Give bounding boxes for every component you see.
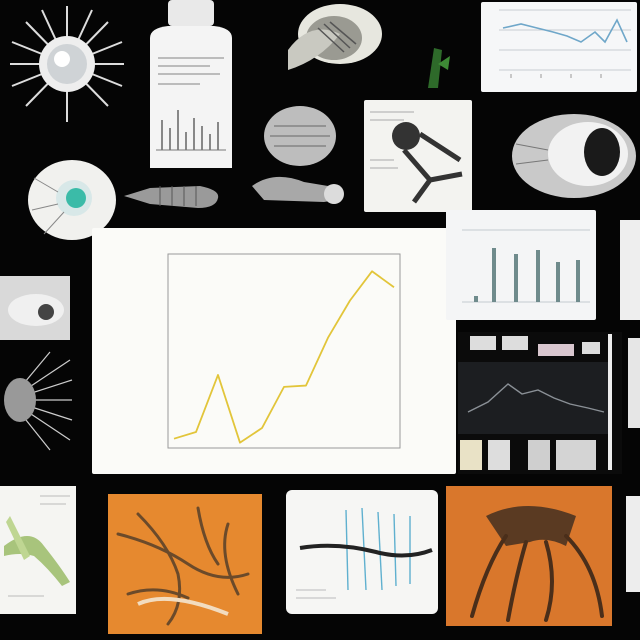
cell-specimen-illustration [14, 148, 120, 248]
edge-card-right [620, 220, 640, 320]
main-chart-plot [167, 253, 401, 449]
series-line [173, 270, 395, 444]
top-right-line-chart [481, 2, 637, 92]
specimen-bottle-illustration [140, 0, 242, 172]
branching-root-illustration [446, 486, 612, 626]
monitor-dashboard-panel [458, 332, 622, 474]
shell-specimen-illustration [280, 0, 388, 84]
sunburst-illustration [4, 4, 130, 124]
plant-diagram-card [0, 486, 76, 614]
glass-specimen-illustration [0, 276, 70, 340]
edge-card-bottom-right [626, 496, 640, 592]
root-system-illustration [108, 494, 262, 634]
insect-specimen-illustration [244, 90, 350, 214]
bar-chart-panel [446, 210, 596, 320]
eye-anatomy-illustration [498, 104, 640, 204]
spiny-specimen-illustration [0, 346, 74, 454]
chart-plot-frame [167, 253, 401, 449]
neuron-diagram-card [286, 490, 438, 614]
anatomy-figure-card [364, 100, 472, 212]
main-line-chart [92, 228, 456, 474]
plant-sprig-illustration [420, 44, 454, 90]
larva-specimen-illustration [120, 176, 224, 216]
edge-strip-right [628, 338, 640, 428]
